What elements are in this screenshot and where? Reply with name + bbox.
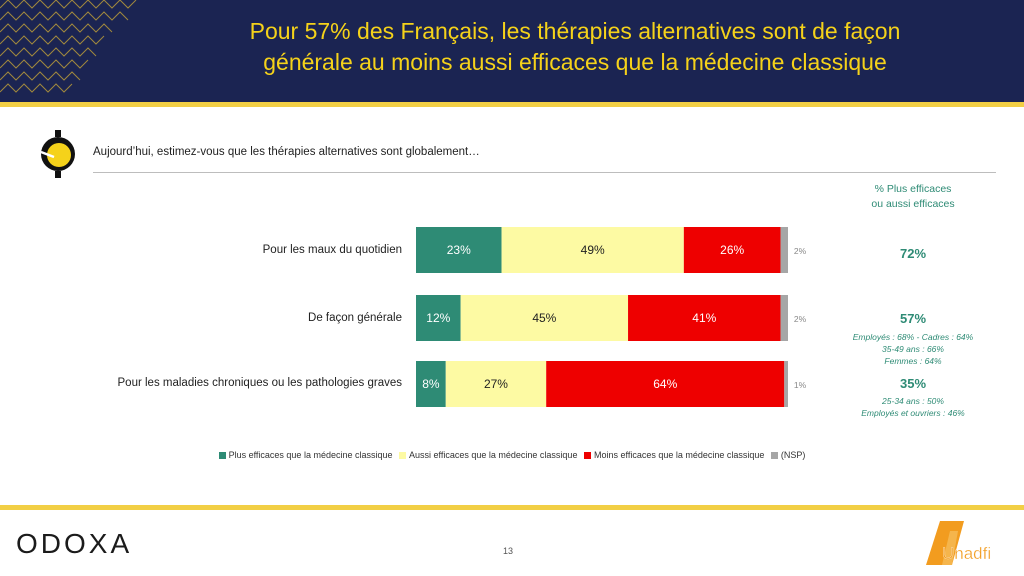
side-note: 35-49 ans : 66% (882, 344, 944, 354)
data-label: 27% (484, 377, 508, 391)
legend-label: Moins efficaces que la médecine classiqu… (593, 450, 765, 460)
bar-segment (416, 361, 446, 407)
question-divider (93, 172, 996, 173)
page-title-line-2: générale au moins aussi efficaces que la… (263, 49, 887, 75)
decorative-chevron-pattern (0, 0, 137, 93)
bar-segment (628, 295, 781, 341)
data-label: 41% (692, 311, 716, 325)
legend-item: Aussi efficaces que la médecine classiqu… (399, 450, 577, 460)
data-label: 45% (532, 311, 556, 325)
bar-segment (683, 227, 781, 273)
unadfi-logo: Unadfi (926, 521, 991, 565)
data-label: 12% (426, 311, 450, 325)
legend-label: Plus efficaces que la médecine classique (228, 450, 393, 460)
data-label: 26% (720, 243, 744, 257)
data-label: 2% (794, 246, 807, 256)
odoxa-logo-text: ODOXA (16, 528, 132, 558)
bar-segment (460, 295, 629, 341)
odoxa-logo: ODOXA (16, 528, 132, 558)
bar-segment (780, 227, 788, 273)
bar-segment (416, 227, 502, 273)
side-total-value: 35% (899, 376, 927, 391)
side-total-value: 57% (899, 311, 927, 326)
side-notes: 25-34 ans : 50% Employés et ouvriers : 4… (828, 395, 998, 419)
page-title-line-1: Pour 57% des Français, les thérapies alt… (249, 18, 901, 44)
chart-legend: Plus efficaces que la médecine classique… (0, 450, 1024, 460)
side-column-header: % Plus efficaces ou aussi efficaces (828, 182, 998, 212)
side-note: 25-34 ans : 50% (882, 396, 944, 406)
side-header-line-2: ou aussi efficaces (871, 198, 955, 210)
bar-segment (501, 227, 684, 273)
side-note: Employés et ouvriers : 46% (861, 408, 965, 418)
legend-item: (NSP) (770, 450, 806, 460)
odoxa-emblem-icon (40, 130, 75, 178)
data-label: 23% (447, 243, 471, 257)
legend-item: Moins efficaces que la médecine classiqu… (583, 450, 765, 460)
side-header-line-1: % Plus efficaces (874, 183, 952, 195)
side-note: Femmes : 64% (884, 356, 942, 366)
data-label: 49% (581, 243, 605, 257)
bar-segment (784, 361, 788, 407)
footer-divider (0, 505, 1024, 510)
data-label: 8% (422, 377, 440, 391)
page-number: 13 (503, 546, 514, 556)
data-label: 1% (794, 380, 807, 390)
bar-segment (780, 295, 788, 341)
legend-item: Plus efficaces que la médecine classique (218, 450, 393, 460)
unadfi-logo-text: Unadfi (942, 544, 991, 563)
legend-label: Aussi efficaces que la médecine classiqu… (409, 450, 578, 460)
category-label: Pour les maladies chroniques ou les path… (117, 377, 402, 389)
category-label: Pour les maux du quotidien (262, 244, 402, 256)
side-notes: Employés : 68% - Cadres : 64% 35-49 ans … (828, 331, 998, 367)
legend-swatch (583, 452, 591, 459)
bar-segment (445, 361, 547, 407)
bar-segment (416, 295, 461, 341)
category-label: De façon générale (308, 312, 402, 324)
legend-swatch (218, 452, 226, 459)
side-total-value: 72% (899, 246, 927, 261)
data-label: 64% (653, 377, 677, 391)
survey-question: Aujourd’hui, estimez-vous que les thérap… (93, 146, 480, 158)
side-note: Employés : 68% - Cadres : 64% (852, 332, 974, 342)
data-label: 2% (794, 314, 807, 324)
header-banner: Pour 57% des Français, les thérapies alt… (0, 0, 1024, 102)
bar-segment (546, 361, 785, 407)
page-title: Pour 57% des Français, les thérapies alt… (140, 16, 1010, 78)
legend-label: (NSP) (780, 450, 806, 460)
header-divider (0, 102, 1024, 107)
legend-swatch (770, 452, 778, 459)
legend-swatch (399, 452, 407, 459)
